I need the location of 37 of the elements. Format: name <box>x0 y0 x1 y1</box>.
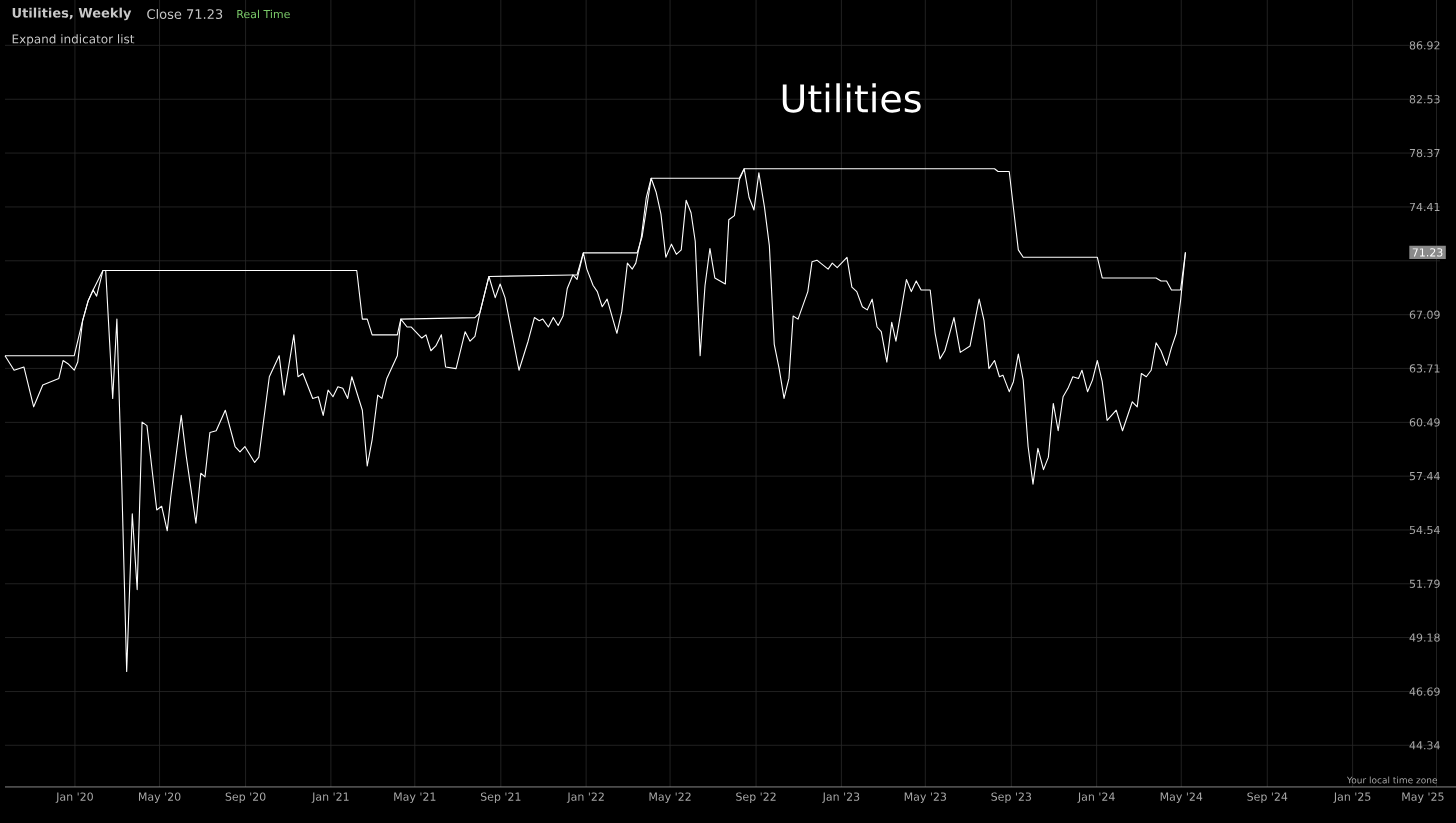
x-tick-label: May '22 <box>649 792 691 803</box>
y-tick-label: 49.18 <box>1409 633 1440 642</box>
y-tick-label: 74.41 <box>1409 202 1440 211</box>
text: Utilities <box>782 83 921 113</box>
annotation: Your local time zone <box>1346 776 1438 784</box>
annotation: Close 71.23 <box>147 8 223 20</box>
y-tick-label: 46.69 <box>1409 687 1440 696</box>
x-tick-label: Jan '21 <box>311 792 349 803</box>
x-tick-label: Sep '22 <box>736 792 776 803</box>
y-tick-label: 54.54 <box>1409 525 1440 535</box>
y-tick-label: 44.34 <box>1409 741 1440 750</box>
x-tick-label: May '23 <box>904 792 947 803</box>
x-tick-label: Sep '20 <box>225 792 266 803</box>
y-tick-label: 78.37 <box>1409 148 1440 158</box>
x-tick-label: May '25 <box>1402 792 1444 803</box>
x-tick-label: Sep '24 <box>1247 792 1288 803</box>
annotation: Expand indicator list <box>12 34 135 46</box>
y-tick-label: 51.79 <box>1409 579 1440 588</box>
y-tick-label: 60.49 <box>1409 418 1440 427</box>
x-tick-label: May '21 <box>394 792 436 803</box>
y-tick-label: 67.09 <box>1409 310 1440 319</box>
x-tick-label: Jan '24 <box>1077 792 1115 803</box>
x-tick-label: Jan '22 <box>566 792 604 803</box>
x-tick-label: Jan '20 <box>55 792 93 803</box>
annotation: 71.23 <box>1412 248 1443 257</box>
annotation: Utilities, Weekly <box>12 7 132 21</box>
x-tick-label: Jan '25 <box>1333 792 1371 803</box>
y-tick-label: 57.44 <box>1409 472 1440 481</box>
annotation: Real Time <box>237 9 290 19</box>
y-tick-label: 86.92 <box>1409 41 1440 50</box>
x-tick-label: May '24 <box>1160 792 1203 803</box>
y-tick-label: 82.53 <box>1409 95 1440 104</box>
x-tick-label: Jan '23 <box>822 792 860 803</box>
y-tick-label: 63.71 <box>1409 364 1440 373</box>
x-tick-label: Sep '21 <box>480 792 521 803</box>
x-tick-label: Sep '23 <box>991 792 1032 803</box>
x-tick-label: May '20 <box>139 792 181 803</box>
